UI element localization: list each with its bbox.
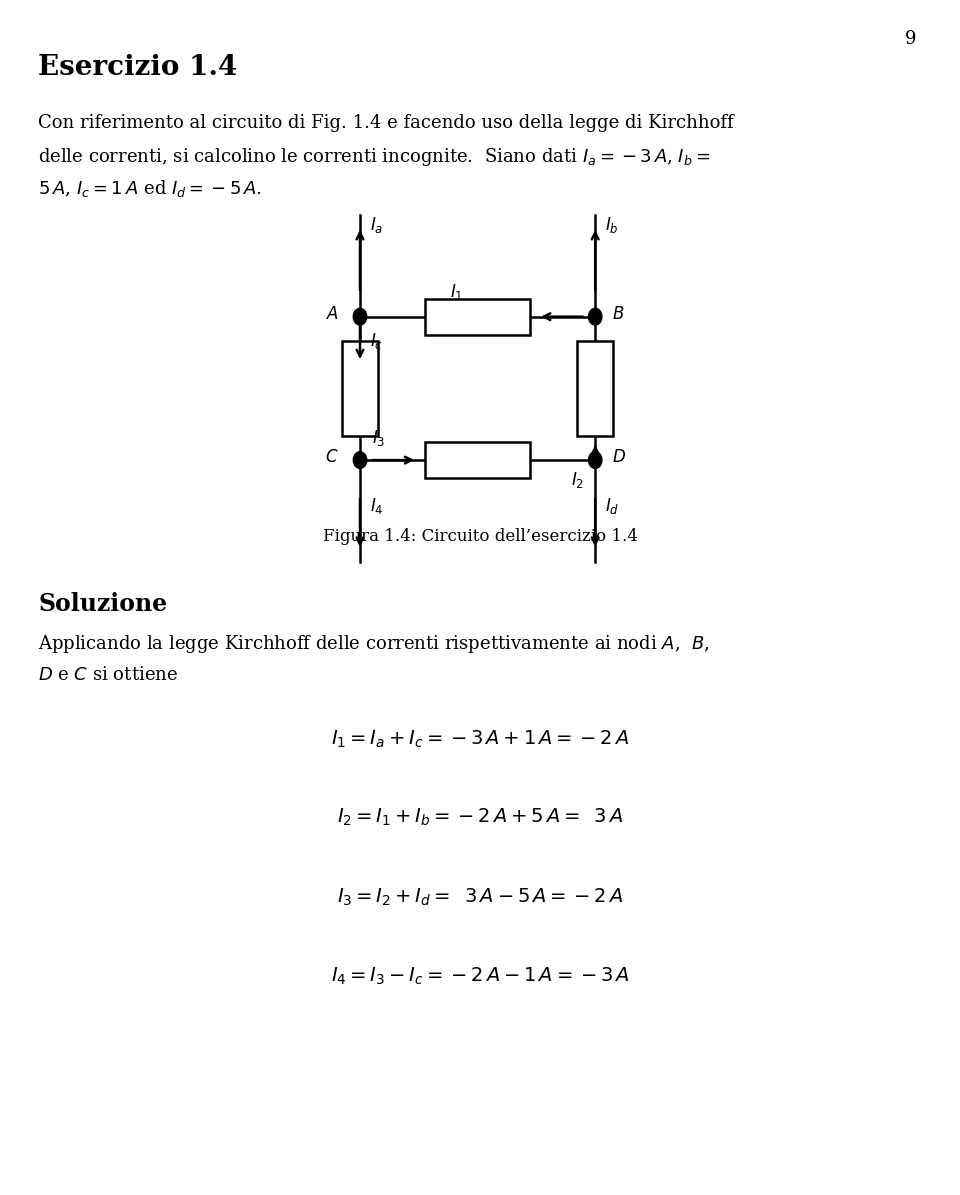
Text: Applicando la legge Kirchhoff delle correnti rispettivamente ai nodi $A$,  $B$,: Applicando la legge Kirchhoff delle corr…: [38, 633, 710, 655]
Text: $I_b$: $I_b$: [605, 215, 618, 235]
Text: $C$: $C$: [325, 449, 339, 466]
Text: 9: 9: [905, 30, 917, 48]
Text: delle correnti, si calcolino le correnti incognite.  Siano dati $I_a = -3\,A$, $: delle correnti, si calcolino le correnti…: [38, 146, 710, 167]
Text: $5\,A$, $I_c = 1\,A$ ed $I_d = -5\,A$.: $5\,A$, $I_c = 1\,A$ ed $I_d = -5\,A$.: [38, 178, 262, 200]
Bar: [577, 341, 613, 436]
Text: $I_2 = I_1 + I_b = -2\,A + 5\,A = \;\;3\,A$: $I_2 = I_1 + I_b = -2\,A + 5\,A = \;\;3\…: [337, 807, 623, 828]
Text: $I_1$: $I_1$: [450, 282, 463, 302]
Circle shape: [588, 452, 602, 468]
Text: $I_2$: $I_2$: [570, 470, 584, 490]
Text: $A$: $A$: [325, 306, 339, 323]
Text: Con riferimento al circuito di Fig. 1.4 e facendo uso della legge di Kirchhoff: Con riferimento al circuito di Fig. 1.4 …: [38, 114, 734, 131]
Text: $I_d$: $I_d$: [605, 496, 619, 516]
Circle shape: [588, 308, 602, 325]
Text: $I_1 = I_a + I_c = -3\,A + 1\,A = -2\,A$: $I_1 = I_a + I_c = -3\,A + 1\,A = -2\,A$: [331, 729, 629, 750]
Circle shape: [353, 452, 367, 468]
Text: $I_4 = I_3 - I_c = -2\,A - 1\,A = -3\,A$: $I_4 = I_3 - I_c = -2\,A - 1\,A = -3\,A$: [330, 966, 630, 987]
Text: $I_4$: $I_4$: [370, 496, 383, 516]
Text: Soluzione: Soluzione: [38, 592, 168, 615]
Bar: [424, 299, 530, 335]
Text: $I_a$: $I_a$: [370, 215, 383, 235]
Bar: [424, 442, 530, 478]
Text: $B$: $B$: [612, 306, 625, 323]
Circle shape: [353, 308, 367, 325]
Text: $I_c$: $I_c$: [370, 331, 383, 351]
Text: $D$: $D$: [612, 449, 627, 466]
Bar: [342, 341, 378, 436]
Text: Figura 1.4: Circuito dell’esercizio 1.4: Figura 1.4: Circuito dell’esercizio 1.4: [323, 528, 637, 545]
Text: $I_3 = I_2 + I_d = \;\;3\,A - 5\,A = -2\,A$: $I_3 = I_2 + I_d = \;\;3\,A - 5\,A = -2\…: [337, 887, 623, 908]
Text: Esercizio 1.4: Esercizio 1.4: [38, 54, 238, 81]
Text: $D$ e $C$ si ottiene: $D$ e $C$ si ottiene: [38, 666, 179, 684]
Text: $I_3$: $I_3$: [372, 428, 385, 448]
